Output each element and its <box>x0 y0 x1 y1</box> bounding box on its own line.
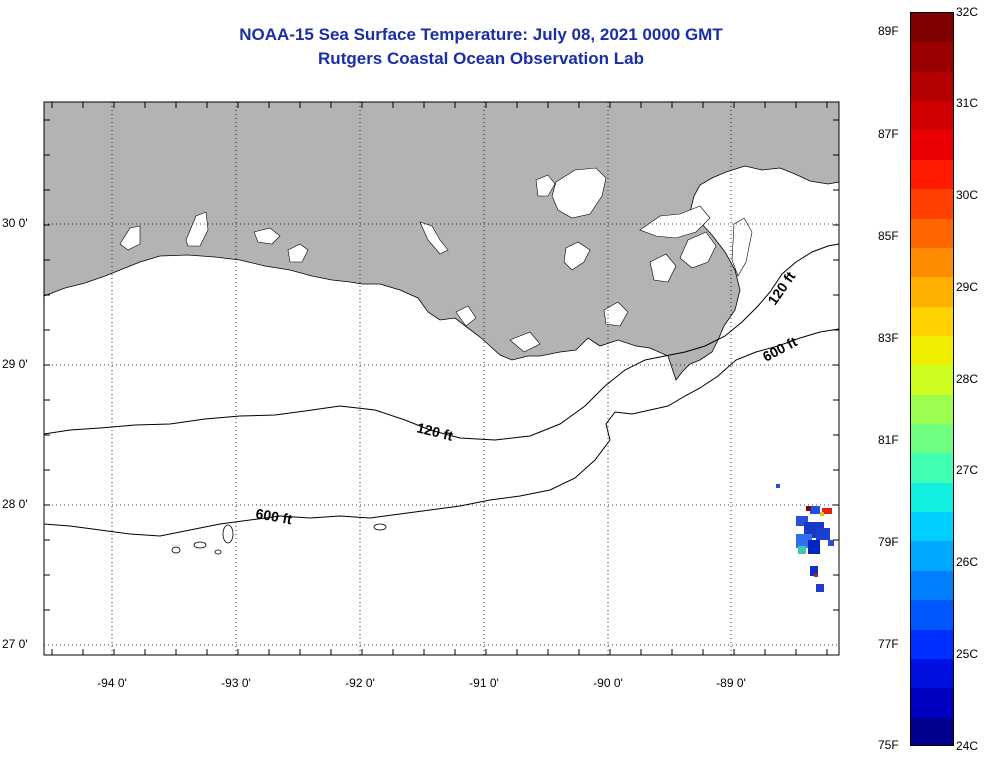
lat-label: 27 0' <box>2 637 28 651</box>
lon-label: -92 0' <box>345 676 375 690</box>
colorbar-c-label: 24C <box>956 739 979 753</box>
colorbar-band <box>911 482 953 513</box>
lat-label: 30 0' <box>2 216 28 230</box>
colorbar-c-label: 26C <box>956 555 979 569</box>
contour-label-600ft-west: 600 ft <box>254 505 293 527</box>
colorbar-f-label: 75F <box>878 738 899 752</box>
lon-label: -94 0' <box>97 676 127 690</box>
colorbar-c-label: 32C <box>956 5 979 19</box>
colorbar-band <box>911 130 953 160</box>
sst-data-patch <box>776 484 834 592</box>
colorbar-band <box>911 570 953 601</box>
colorbar-band <box>911 541 953 571</box>
colorbar-band <box>911 600 953 630</box>
colorbar-band <box>911 218 953 248</box>
colorbar-f-label: 81F <box>878 433 899 447</box>
colorbar-c-label: 28C <box>956 372 979 386</box>
lat-label: 28 0' <box>2 497 28 511</box>
map-subtitle: Rutgers Coastal Ocean Observation Lab <box>318 49 644 68</box>
colorbar-band <box>911 247 953 278</box>
colorbar-band <box>911 306 953 336</box>
colorbar-band <box>911 365 953 395</box>
colorbar-band <box>911 277 953 307</box>
lon-label: -93 0' <box>221 676 251 690</box>
map-title: NOAA-15 Sea Surface Temperature: July 08… <box>239 25 723 44</box>
colorbar-c-label: 29C <box>956 280 979 294</box>
colorbar-f-label: 85F <box>878 229 899 243</box>
colorbar-band <box>911 717 953 745</box>
inland-lakes <box>119 167 753 353</box>
land-mass <box>43 101 840 381</box>
temperature-colorbar <box>910 12 954 746</box>
colorbar-band <box>911 42 953 72</box>
colorbar-f-label: 77F <box>878 637 899 651</box>
colorbar-band <box>911 688 953 718</box>
colorbar-band <box>911 159 953 190</box>
lon-label: -90 0' <box>593 676 623 690</box>
colorbar-f-label: 89F <box>878 24 899 38</box>
graticule <box>44 102 839 655</box>
colorbar-c-label: 27C <box>956 463 979 477</box>
colorbar-band <box>911 101 953 131</box>
lon-label: -91 0' <box>469 676 499 690</box>
colorbar-f-label: 79F <box>878 535 899 549</box>
colorbar-band <box>911 512 953 542</box>
colorbar-band <box>911 71 953 102</box>
contour-fragments <box>171 523 387 555</box>
colorbar-band <box>911 424 953 454</box>
colorbar-f-label: 87F <box>878 127 899 141</box>
colorbar-band <box>911 394 953 425</box>
axis-ticks <box>44 102 839 655</box>
colorbar-band <box>911 13 953 43</box>
lat-label: 29 0' <box>2 357 28 371</box>
map-frame <box>43 101 840 656</box>
colorbar-band <box>911 453 953 483</box>
colorbar-band <box>911 335 953 366</box>
colorbar-f-label: 83F <box>878 331 899 345</box>
colorbar-band <box>911 189 953 219</box>
colorbar-band <box>911 629 953 659</box>
colorbar-c-label: 25C <box>956 647 979 661</box>
colorbar-c-label: 31C <box>956 96 979 110</box>
isobath-120ft-west <box>43 243 840 441</box>
lon-label: -89 0' <box>716 676 746 690</box>
colorbar-band <box>911 658 953 689</box>
isobath-600ft-west <box>43 328 840 537</box>
colorbar-c-label: 30C <box>956 188 979 202</box>
